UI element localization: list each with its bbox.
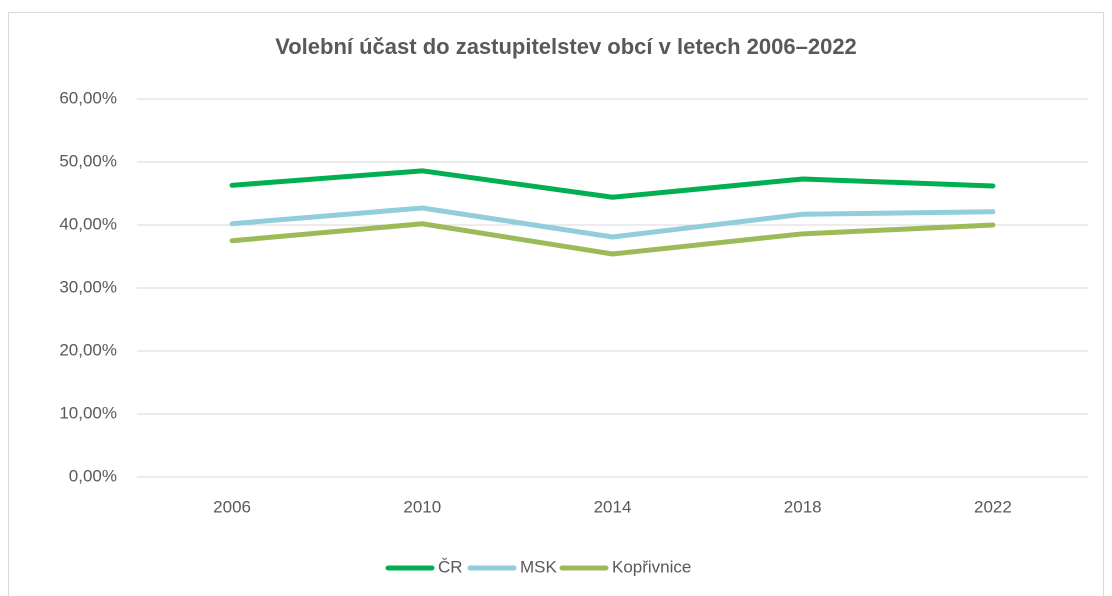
chart-frame xyxy=(8,12,1104,596)
x-tick-label: 2014 xyxy=(594,497,632,516)
legend-label: Kopřivnice xyxy=(612,557,691,576)
legend-label: ČR xyxy=(438,557,463,576)
y-tick-label: 20,00% xyxy=(59,340,117,359)
y-tick-label: 30,00% xyxy=(59,277,117,296)
series-line xyxy=(229,221,996,257)
y-tick-label: 60,00% xyxy=(59,88,117,107)
x-tick-label: 2010 xyxy=(403,497,441,516)
x-tick-label: 2022 xyxy=(974,497,1012,516)
x-tick-label: 2006 xyxy=(213,497,251,516)
y-tick-label: 10,00% xyxy=(59,403,117,422)
y-tick-label: 40,00% xyxy=(59,214,117,233)
y-tick-label: 50,00% xyxy=(59,151,117,170)
legend-label: MSK xyxy=(520,557,558,576)
y-tick-label: 0,00% xyxy=(69,466,117,485)
chart-title: Volební účast do zastupitelstev obcí v l… xyxy=(275,34,857,59)
series-line xyxy=(229,205,996,240)
x-tick-label: 2018 xyxy=(784,497,822,516)
series-line xyxy=(229,168,996,200)
